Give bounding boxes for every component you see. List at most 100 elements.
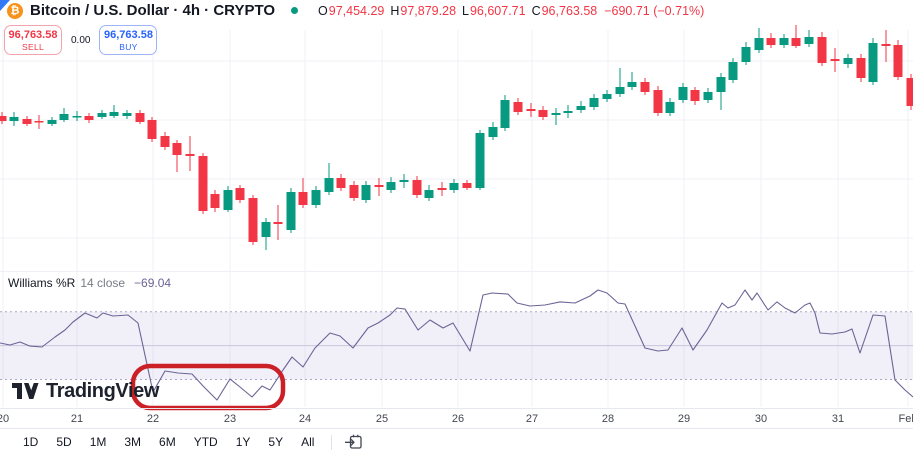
high-label: H — [390, 3, 400, 18]
range-button-1M[interactable]: 1M — [81, 432, 116, 452]
candle-body — [286, 192, 296, 230]
candle-body — [298, 192, 308, 205]
candle-body — [602, 94, 612, 99]
tradingview-logo-icon — [12, 383, 39, 399]
candle-body — [500, 100, 510, 128]
candle-body — [703, 92, 713, 100]
candle-body — [185, 154, 195, 156]
range-button-3M[interactable]: 3M — [115, 432, 150, 452]
candle-body — [261, 222, 271, 237]
candle-body — [412, 180, 422, 195]
candle-body — [97, 113, 107, 117]
range-button-1D[interactable]: 1D — [14, 432, 47, 452]
candle-body — [172, 143, 182, 155]
candle-body — [374, 185, 384, 187]
candle-body — [72, 116, 82, 118]
candle-body — [830, 59, 840, 61]
candle-body — [868, 43, 878, 82]
calendar-arrow-icon — [345, 434, 363, 449]
candle-body — [22, 119, 32, 124]
candle-body — [324, 178, 334, 192]
cursor-wedge — [0, 0, 10, 11]
candle-body — [34, 121, 44, 123]
candle-body — [336, 178, 346, 188]
symbol-title[interactable]: Bitcoin / U.S. Dollar · 4h · CRYPTO — [30, 2, 276, 19]
candle-body — [804, 37, 814, 44]
xaxis-label-24: 24 — [298, 413, 312, 425]
xaxis-label-26: 26 — [451, 413, 465, 425]
buy-label: BUY — [119, 41, 138, 52]
range-button-1Y[interactable]: 1Y — [227, 432, 260, 452]
candle-body — [513, 102, 523, 112]
spread-value: 0.00 — [71, 34, 91, 46]
xaxis-label-25: 25 — [375, 413, 389, 425]
candle-body — [462, 183, 472, 188]
candle-body — [488, 127, 498, 137]
candle-body — [437, 188, 447, 190]
xaxis-label-30: 30 — [754, 413, 768, 425]
candle-body — [589, 98, 599, 107]
candle-body — [475, 133, 485, 188]
range-button-All[interactable]: All — [292, 432, 323, 452]
buy-price: 96,763.58 — [104, 28, 153, 41]
candle-body — [122, 113, 132, 116]
range-toolbar: 1D 5D 1M 3M 6M YTD 1Y 5Y All — [0, 428, 913, 455]
candle-body — [9, 117, 19, 121]
range-button-5D[interactable]: 5D — [47, 432, 80, 452]
xaxis-label-31: 31 — [831, 413, 845, 425]
candle-body — [198, 156, 208, 211]
indicator-value: −69.04 — [134, 276, 172, 290]
range-button-5Y[interactable]: 5Y — [259, 432, 292, 452]
candle-body — [665, 102, 675, 113]
candle-body — [160, 136, 170, 147]
candle-body — [615, 87, 625, 94]
williams-r-line — [0, 289, 913, 401]
candle-body — [843, 58, 853, 64]
range-button-6M[interactable]: 6M — [150, 432, 185, 452]
goto-date-button[interactable] — [340, 430, 368, 454]
change-value: −690.71 (−0.71%) — [604, 3, 705, 18]
buy-button[interactable]: 96,763.58 BUY — [99, 25, 158, 55]
candle-body — [881, 44, 891, 46]
range-button-YTD[interactable]: YTD — [185, 432, 227, 452]
candle-body — [678, 87, 688, 100]
close-value: 96,763.58 — [541, 3, 598, 18]
xaxis-label-20: 20 — [0, 413, 10, 425]
williams-r-legend[interactable]: Williams %R 14 close −69.04 — [8, 276, 171, 290]
time-axis[interactable]: 20 21 22 23 24 25 26 27 28 29 30 31 Feb — [0, 408, 913, 429]
bitcoin-logo-icon: ₿ — [7, 2, 23, 19]
candle-body — [223, 190, 233, 210]
open-label: O — [318, 3, 328, 18]
sell-button[interactable]: 96,763.58 SELL — [4, 25, 62, 55]
xaxis-label-28: 28 — [601, 413, 615, 425]
sell-label: SELL — [22, 41, 44, 52]
high-value: 97,879.28 — [400, 3, 457, 18]
candle-body — [779, 38, 789, 45]
candle-body — [449, 183, 459, 190]
candle-body — [311, 190, 321, 205]
candle-body — [576, 106, 586, 110]
indicator-params: 14 close — [80, 276, 126, 290]
candle-body — [728, 62, 738, 80]
candle-body — [653, 90, 663, 113]
candle-body — [59, 114, 69, 120]
candle-body — [386, 182, 396, 190]
open-value: 97,454.29 — [328, 3, 385, 18]
low-value: 96,607.71 — [469, 3, 526, 18]
candle-body — [906, 78, 913, 106]
candle-body — [248, 198, 258, 242]
candle-body — [399, 180, 409, 182]
candle-body — [766, 38, 776, 45]
candle-body — [791, 38, 801, 46]
candle-body — [47, 120, 57, 124]
watermark-text: TradingView — [46, 380, 160, 402]
xaxis-label-23: 23 — [223, 413, 237, 425]
candle-body — [893, 45, 903, 77]
candle-body — [716, 77, 726, 92]
candle-body — [361, 185, 371, 200]
candle-body — [627, 82, 637, 87]
candle-body — [563, 111, 573, 113]
candle-body — [349, 185, 359, 198]
